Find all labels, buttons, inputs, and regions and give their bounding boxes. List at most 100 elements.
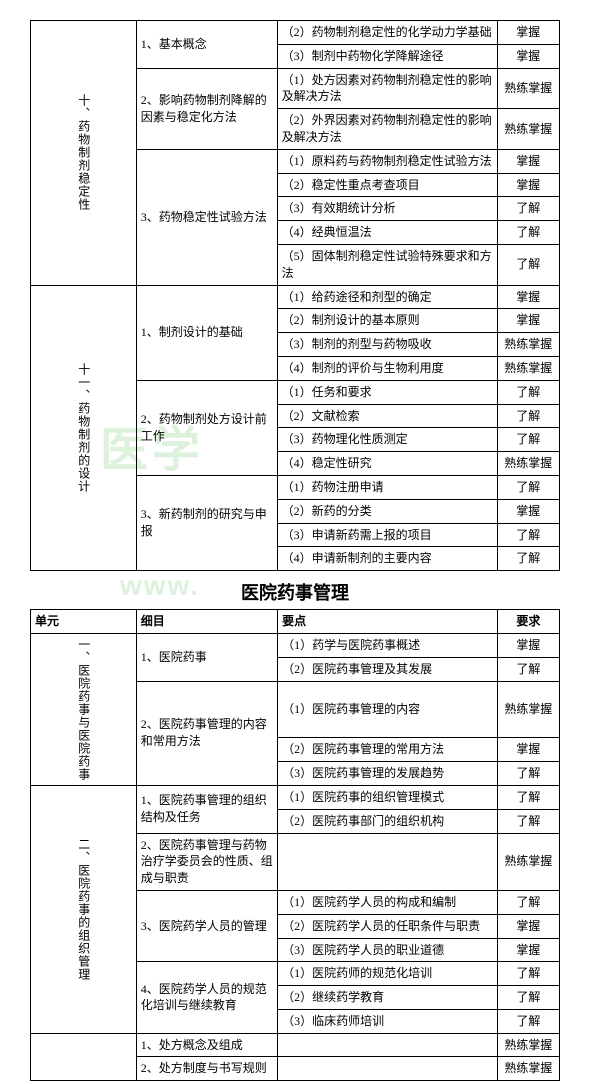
unit-cell: 十、药物制剂稳定性 (31, 21, 137, 286)
req-cell: 了解 (497, 809, 559, 833)
point-cell: （4）经典恒温法 (277, 221, 497, 245)
point-cell: （3）医院药事管理的发展趋势 (278, 762, 498, 786)
point-cell: （3）制剂中药物化学降解途径 (277, 44, 497, 68)
req-cell: 熟练掌握 (497, 833, 559, 890)
req-cell: 了解 (497, 404, 559, 428)
req-cell: 了解 (497, 523, 559, 547)
req-cell: 了解 (497, 547, 559, 571)
req-cell: 了解 (497, 657, 559, 681)
req-cell: 掌握 (497, 938, 559, 962)
point-cell: （3）医院药学人员的职业道德 (278, 938, 498, 962)
req-cell: 掌握 (497, 285, 559, 309)
req-cell: 了解 (497, 890, 559, 914)
req-cell: 了解 (497, 244, 559, 285)
table-section-10-11: 十、药物制剂稳定性 1、基本概念 （2）药物制剂稳定性的化学动力学基础 掌握 （… (30, 20, 560, 571)
sub-cell: 3、药物稳定性试验方法 (136, 149, 277, 285)
sub-cell: 3、医院药学人员的管理 (136, 890, 277, 961)
req-cell: 熟练掌握 (497, 452, 559, 476)
point-cell: （2）稳定性重点考查项目 (277, 173, 497, 197)
req-cell: 了解 (497, 762, 559, 786)
point-cell: （1）原料药与药物制剂稳定性试验方法 (277, 149, 497, 173)
sub-cell: 1、基本概念 (136, 21, 277, 69)
req-cell: 熟练掌握 (497, 333, 559, 357)
req-cell: 掌握 (497, 173, 559, 197)
req-cell: 熟练掌握 (497, 681, 559, 738)
req-cell: 了解 (497, 785, 559, 809)
req-cell: 熟练掌握 (497, 356, 559, 380)
header-point: 要点 (278, 610, 498, 634)
point-cell: （2）药物制剂稳定性的化学动力学基础 (277, 21, 497, 45)
point-cell: （3）制剂的剂型与药物吸收 (277, 333, 497, 357)
req-cell: 掌握 (497, 914, 559, 938)
point-cell: （1）医院药事管理的内容 (278, 681, 498, 738)
req-cell: 掌握 (497, 44, 559, 68)
sub-cell: 2、医院药事管理的内容和常用方法 (136, 681, 277, 785)
point-cell (278, 1033, 498, 1057)
req-cell: 了解 (497, 1009, 559, 1033)
sub-cell: 1、医院药事管理的组织结构及任务 (136, 785, 277, 833)
point-cell (278, 833, 498, 890)
point-cell: （4）申请新制剂的主要内容 (277, 547, 497, 571)
sub-cell: 2、医院药事管理与药物治疗学委员会的性质、组成与职责 (136, 833, 277, 890)
unit-cell: 二、医院药事的组织管理 (31, 785, 137, 1033)
req-cell: 了解 (497, 197, 559, 221)
point-cell: （1）医院药事的组织管理模式 (278, 785, 498, 809)
point-cell: （2）医院药事管理的常用方法 (278, 738, 498, 762)
point-cell: （1）给药途径和剂型的确定 (277, 285, 497, 309)
sub-cell: 1、处方概念及组成 (136, 1033, 277, 1057)
req-cell: 了解 (497, 962, 559, 986)
req-cell: 掌握 (497, 633, 559, 657)
point-cell: （1）任务和要求 (277, 380, 497, 404)
req-cell: 熟练掌握 (497, 1057, 559, 1081)
req-cell: 掌握 (497, 738, 559, 762)
sub-cell: 3、新药制剂的研究与申报 (136, 475, 277, 570)
header-req: 要求 (497, 610, 559, 634)
unit-cell (31, 1033, 137, 1081)
req-cell: 掌握 (497, 499, 559, 523)
point-cell: （1）药物注册申请 (277, 475, 497, 499)
point-cell: （2）制剂设计的基本原则 (277, 309, 497, 333)
req-cell: 了解 (497, 380, 559, 404)
sub-cell: 2、处方制度与书写规则 (136, 1057, 277, 1081)
point-cell: （2）医院药事管理及其发展 (278, 657, 498, 681)
header-unit: 单元 (31, 610, 137, 634)
req-cell: 掌握 (497, 21, 559, 45)
point-cell: （2）继续药学教育 (278, 986, 498, 1010)
point-cell: （4）稳定性研究 (277, 452, 497, 476)
point-cell: （1）处方因素对药物制剂稳定性的影响及解决方法 (277, 68, 497, 109)
point-cell: （1）药学与医院药事概述 (278, 633, 498, 657)
sub-cell: 1、医院药事 (136, 633, 277, 681)
point-cell: （2）文献检索 (277, 404, 497, 428)
point-cell: （2）外界因素对药物制剂稳定性的影响及解决方法 (277, 109, 497, 150)
unit-cell: 一、医院药事与医院药事 (31, 633, 137, 785)
point-cell: （2）医院药学人员的任职条件与职责 (278, 914, 498, 938)
point-cell: （3）临床药师培训 (278, 1009, 498, 1033)
req-cell: 掌握 (497, 309, 559, 333)
point-cell: （5）固体制剂稳定性试验特殊要求和方法 (277, 244, 497, 285)
req-cell: 掌握 (497, 149, 559, 173)
req-cell: 熟练掌握 (497, 68, 559, 109)
sub-cell: 4、医院药学人员的规范化培训与继续教育 (136, 962, 277, 1033)
req-cell: 了解 (497, 986, 559, 1010)
point-cell: （3）有效期统计分析 (277, 197, 497, 221)
point-cell: （1）医院药师的规范化培训 (278, 962, 498, 986)
point-cell (278, 1057, 498, 1081)
sub-cell: 2、药物制剂处方设计前工作 (136, 380, 277, 475)
point-cell: （1）医院药学人员的构成和编制 (278, 890, 498, 914)
point-cell: （2）新药的分类 (277, 499, 497, 523)
req-cell: 了解 (497, 428, 559, 452)
point-cell: （4）制剂的评价与生物利用度 (277, 356, 497, 380)
point-cell: （3）申请新药需上报的项目 (277, 523, 497, 547)
req-cell: 熟练掌握 (497, 109, 559, 150)
point-cell: （3）药物理化性质测定 (277, 428, 497, 452)
table-section-hospital: 单元 细目 要点 要求 一、医院药事与医院药事 1、医院药事 （1）药学与医院药… (30, 609, 560, 1081)
req-cell: 了解 (497, 221, 559, 245)
req-cell: 熟练掌握 (497, 1033, 559, 1057)
unit-cell: 十一、药物制剂的设计 (31, 285, 137, 571)
req-cell: 了解 (497, 475, 559, 499)
section-title: 医院药事管理 (30, 571, 560, 609)
sub-cell: 1、制剂设计的基础 (136, 285, 277, 380)
sub-cell: 2、影响药物制剂降解的因素与稳定化方法 (136, 68, 277, 149)
header-sub: 细目 (136, 610, 277, 634)
point-cell: （2）医院药事部门的组织机构 (278, 809, 498, 833)
